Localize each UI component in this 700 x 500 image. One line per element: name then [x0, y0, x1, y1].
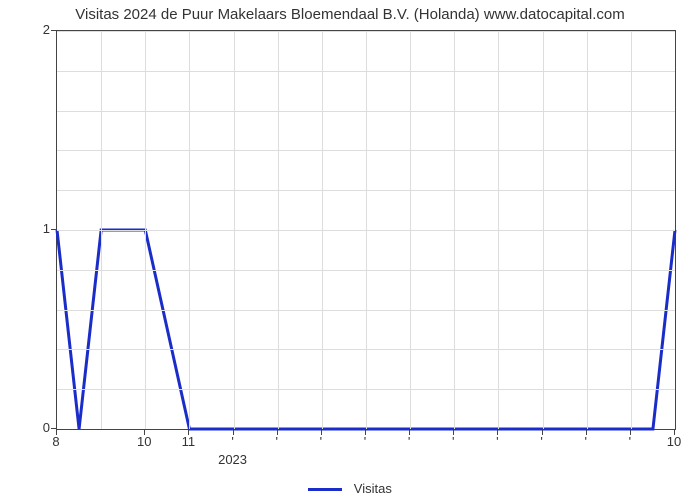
x-tick-mark	[56, 430, 57, 435]
x-tick-label: 10	[667, 434, 681, 449]
x-tick-mark	[277, 430, 278, 435]
legend-label: Visitas	[354, 481, 392, 496]
chart-title: Visitas 2024 de Puur Makelaars Bloemenda…	[0, 6, 700, 23]
x-tick-label: '	[496, 434, 498, 449]
legend: Visitas	[0, 481, 700, 496]
y-tick-label: 2	[6, 22, 50, 37]
x-tick-label: '	[231, 434, 233, 449]
y-tick-mark	[51, 428, 56, 429]
gridline-horizontal	[57, 150, 675, 151]
plot-area	[56, 30, 676, 430]
x-tick-mark	[365, 430, 366, 435]
x-tick-mark	[497, 430, 498, 435]
gridline-horizontal	[57, 190, 675, 191]
x-tick-label: '	[320, 434, 322, 449]
x-tick-mark	[542, 430, 543, 435]
x-tick-mark	[144, 430, 145, 435]
x-tick-label: 8	[52, 434, 59, 449]
x-tick-label: 10	[137, 434, 151, 449]
y-tick-mark	[51, 30, 56, 31]
x-tick-mark	[630, 430, 631, 435]
gridline-horizontal	[57, 71, 675, 72]
x-tick-label: '	[452, 434, 454, 449]
x-tick-mark	[321, 430, 322, 435]
x-tick-mark	[674, 430, 675, 435]
gridline-horizontal	[57, 310, 675, 311]
gridline-horizontal	[57, 270, 675, 271]
x-tick-label: '	[364, 434, 366, 449]
x-tick-mark	[453, 430, 454, 435]
x-tick-mark	[586, 430, 587, 435]
gridline-horizontal	[57, 389, 675, 390]
x-tick-mark	[409, 430, 410, 435]
x-tick-label: '	[629, 434, 631, 449]
x-tick-label: '	[584, 434, 586, 449]
chart-container: Visitas 2024 de Puur Makelaars Bloemenda…	[0, 0, 700, 500]
x-axis-title: 2023	[218, 452, 247, 467]
gridline-horizontal	[57, 230, 675, 231]
x-tick-label: '	[408, 434, 410, 449]
y-tick-label: 0	[6, 420, 50, 435]
gridline-horizontal	[57, 111, 675, 112]
gridline-horizontal	[57, 31, 675, 32]
x-tick-mark	[233, 430, 234, 435]
x-tick-label: '	[275, 434, 277, 449]
gridline-horizontal	[57, 349, 675, 350]
x-tick-label: '	[540, 434, 542, 449]
y-tick-mark	[51, 229, 56, 230]
y-tick-label: 1	[6, 221, 50, 236]
x-tick-mark	[188, 430, 189, 435]
x-tick-label: 11	[182, 434, 196, 449]
legend-swatch	[308, 488, 342, 491]
